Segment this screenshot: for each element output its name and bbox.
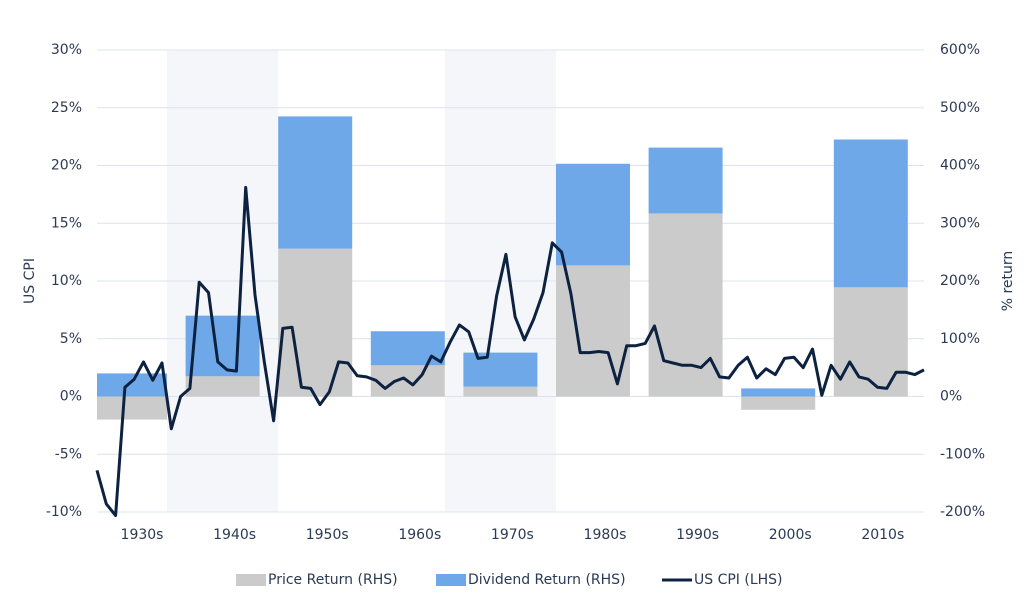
y2-tick-label: 200% bbox=[940, 273, 980, 289]
y2-tick-label: 600% bbox=[940, 42, 980, 58]
bar bbox=[648, 147, 723, 214]
x-tick-label: 1940s bbox=[213, 527, 256, 543]
bar bbox=[370, 331, 445, 366]
bar bbox=[278, 116, 353, 249]
y2-tick-label: 300% bbox=[940, 215, 980, 231]
cpi-line bbox=[95, 185, 925, 517]
bar bbox=[833, 139, 908, 288]
bar bbox=[741, 396, 816, 410]
x-tick-label: 2010s bbox=[861, 527, 904, 543]
y2-tick-label: -200% bbox=[940, 504, 985, 520]
bar bbox=[97, 396, 167, 420]
legend-swatch bbox=[436, 574, 466, 586]
y2-tick-label: 400% bbox=[940, 158, 980, 174]
y-axis-title: US CPI bbox=[22, 258, 38, 304]
y2-tick-label: -100% bbox=[940, 446, 985, 462]
bar bbox=[833, 287, 908, 397]
y2-axis-title: % return bbox=[1000, 251, 1016, 312]
x-tick-label: 1930s bbox=[121, 527, 164, 543]
bar bbox=[648, 213, 723, 397]
bar bbox=[463, 352, 538, 387]
y-tick-label: 25% bbox=[51, 100, 82, 116]
y-tick-label: 0% bbox=[60, 389, 82, 405]
x-tick-label: 1950s bbox=[306, 527, 349, 543]
y2-tick-label: 100% bbox=[940, 331, 980, 347]
y-tick-label: 30% bbox=[51, 42, 82, 58]
bar bbox=[741, 388, 816, 397]
legend-swatch bbox=[236, 574, 266, 586]
x-tick-label: 1960s bbox=[398, 527, 441, 543]
x-tick-label: 1990s bbox=[676, 527, 719, 543]
bar bbox=[278, 248, 353, 397]
y-tick-label: -10% bbox=[46, 504, 82, 520]
x-tick-label: 2000s bbox=[769, 527, 812, 543]
bar bbox=[556, 163, 630, 266]
y-tick-label: 15% bbox=[51, 215, 82, 231]
legend-label: Price Return (RHS) bbox=[268, 572, 398, 588]
y-tick-label: 5% bbox=[60, 331, 82, 347]
y-tick-label: 10% bbox=[51, 273, 82, 289]
y2-tick-label: 0% bbox=[940, 389, 962, 405]
bar bbox=[97, 373, 167, 397]
x-tick-label: 1970s bbox=[491, 527, 534, 543]
y2-tick-label: 500% bbox=[940, 100, 980, 116]
y-tick-label: 20% bbox=[51, 158, 82, 174]
bar bbox=[185, 376, 260, 397]
y-tick-label: -5% bbox=[55, 446, 82, 462]
legend-label: US CPI (LHS) bbox=[694, 572, 783, 588]
x-tick-label: 1980s bbox=[584, 527, 627, 543]
bar bbox=[463, 386, 538, 397]
legend-label: Dividend Return (RHS) bbox=[468, 572, 626, 588]
